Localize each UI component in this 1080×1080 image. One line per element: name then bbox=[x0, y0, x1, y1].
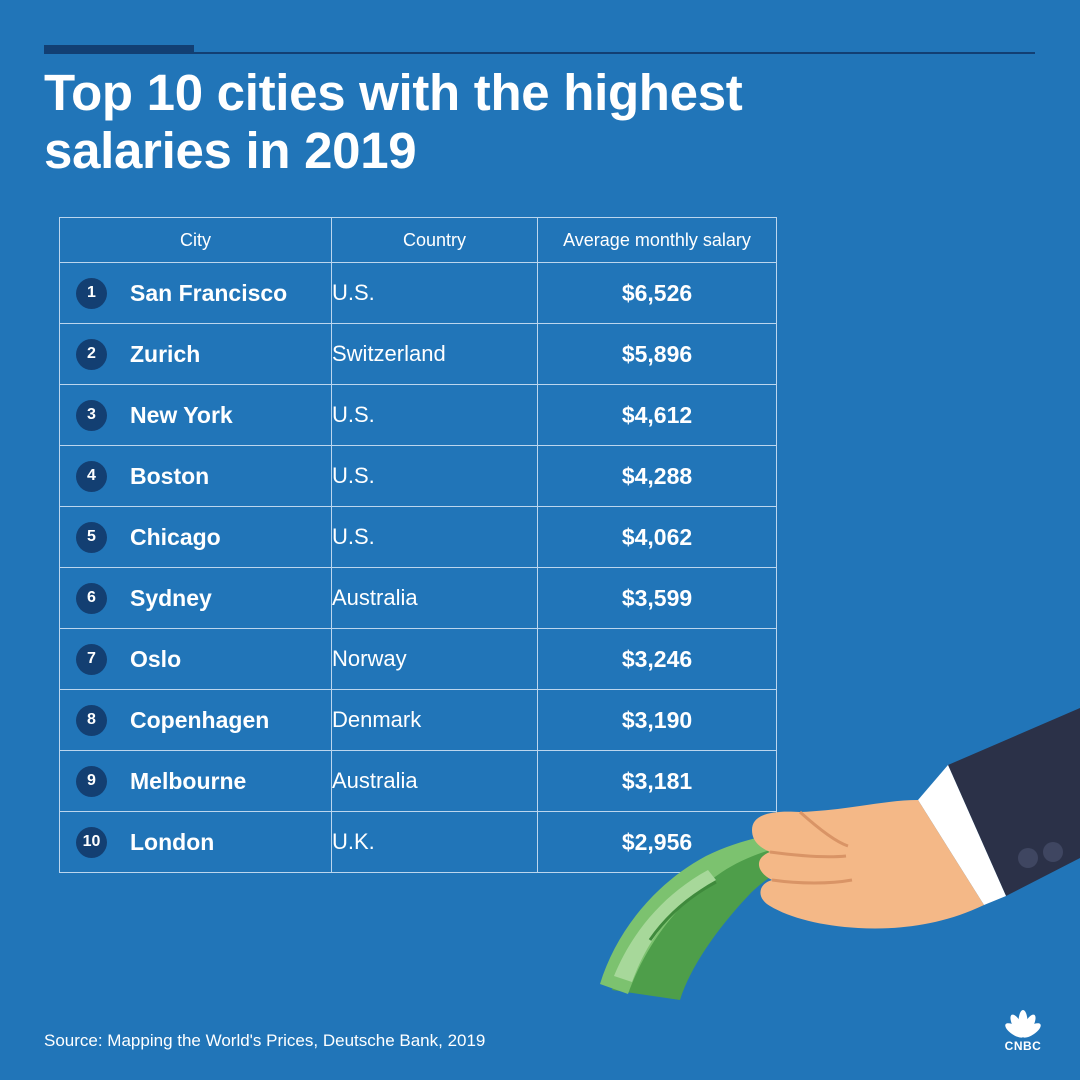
city-cell: 3 New York bbox=[59, 384, 332, 446]
country-cell: U.S. bbox=[331, 384, 538, 446]
city-name: Chicago bbox=[130, 523, 221, 550]
city-cell: 4 Boston bbox=[59, 445, 332, 507]
city-cell: 8 Copenhagen bbox=[59, 689, 332, 751]
rank-badge: 3 bbox=[76, 399, 107, 431]
table-row: 3 New York U.S. $4,612 bbox=[59, 384, 777, 446]
table-row: 4 Boston U.S. $4,288 bbox=[59, 445, 777, 507]
source-note: Source: Mapping the World's Prices, Deut… bbox=[44, 1031, 486, 1050]
city-name: Melbourne bbox=[130, 767, 247, 794]
country-cell: Denmark bbox=[331, 689, 538, 751]
country-cell: Norway bbox=[331, 628, 538, 690]
salary-table: City Country Average monthly salary 1 San… bbox=[59, 217, 777, 873]
table-row: 6 Sydney Australia $3,599 bbox=[59, 567, 777, 629]
rank-badge: 10 bbox=[76, 826, 107, 858]
table-row: 1 San Francisco U.S. $6,526 bbox=[59, 262, 777, 324]
table-row: 5 Chicago U.S. $4,062 bbox=[59, 506, 777, 568]
rank-badge: 4 bbox=[76, 460, 107, 492]
salary-cell: $5,896 bbox=[537, 323, 777, 385]
rank-badge: 9 bbox=[76, 765, 107, 797]
table-row: 2 Zurich Switzerland $5,896 bbox=[59, 323, 777, 385]
city-cell: 10 London bbox=[59, 811, 332, 873]
city-name: Copenhagen bbox=[130, 706, 270, 733]
table-body: 1 San Francisco U.S. $6,526 2 Zurich Switzerla… bbox=[59, 262, 777, 873]
salary-cell: $3,181 bbox=[537, 750, 777, 812]
salary-cell: $3,190 bbox=[537, 689, 777, 751]
table-row: 9 Melbourne Australia $3,181 bbox=[59, 750, 777, 812]
city-name: San Francisco bbox=[130, 279, 288, 306]
country-cell: U.S. bbox=[331, 262, 538, 324]
header-accent-bar bbox=[44, 45, 194, 54]
country-cell: Switzerland bbox=[331, 323, 538, 385]
city-name: Zurich bbox=[130, 340, 201, 367]
country-cell: U.S. bbox=[331, 445, 538, 507]
city-cell: 9 Melbourne bbox=[59, 750, 332, 812]
country-cell: U.S. bbox=[331, 506, 538, 568]
hand-with-money-illustration bbox=[600, 708, 1080, 1000]
country-cell: Australia bbox=[331, 567, 538, 629]
cnbc-peacock-logo bbox=[1005, 1010, 1041, 1038]
city-name: New York bbox=[130, 401, 233, 428]
salary-cell: $4,062 bbox=[537, 506, 777, 568]
header-rule bbox=[44, 52, 1035, 54]
rank-badge: 5 bbox=[76, 521, 107, 553]
table-row: 7 Oslo Norway $3,246 bbox=[59, 628, 777, 690]
city-cell: 5 Chicago bbox=[59, 506, 332, 568]
city-name: Oslo bbox=[130, 645, 182, 672]
salary-cell: $3,246 bbox=[537, 628, 777, 690]
city-name: London bbox=[130, 828, 215, 855]
country-cell: Australia bbox=[331, 750, 538, 812]
cnbc-logo-text: CNBC bbox=[1004, 1039, 1042, 1053]
column-header-salary: Average monthly salary bbox=[537, 217, 777, 263]
city-name: Boston bbox=[130, 462, 210, 489]
rank-badge: 7 bbox=[76, 643, 107, 675]
salary-cell: $6,526 bbox=[537, 262, 777, 324]
country-cell: U.K. bbox=[331, 811, 538, 873]
salary-cell: $4,288 bbox=[537, 445, 777, 507]
city-cell: 2 Zurich bbox=[59, 323, 332, 385]
rank-badge: 6 bbox=[76, 582, 107, 614]
salary-cell: $4,612 bbox=[537, 384, 777, 446]
column-header-city: City bbox=[59, 217, 332, 263]
table-header-row: City Country Average monthly salary bbox=[59, 217, 777, 263]
rank-badge: 2 bbox=[76, 338, 107, 370]
rank-badge: 8 bbox=[76, 704, 107, 736]
column-header-country: Country bbox=[331, 217, 538, 263]
city-cell: 6 Sydney bbox=[59, 567, 332, 629]
city-cell: 7 Oslo bbox=[59, 628, 332, 690]
salary-cell: $3,599 bbox=[537, 567, 777, 629]
rank-badge: 1 bbox=[76, 277, 107, 309]
city-name: Sydney bbox=[130, 584, 212, 611]
city-cell: 1 San Francisco bbox=[59, 262, 332, 324]
chart-title: Top 10 cities with the highest salaries … bbox=[44, 64, 743, 179]
table-row: 8 Copenhagen Denmark $3,190 bbox=[59, 689, 777, 751]
